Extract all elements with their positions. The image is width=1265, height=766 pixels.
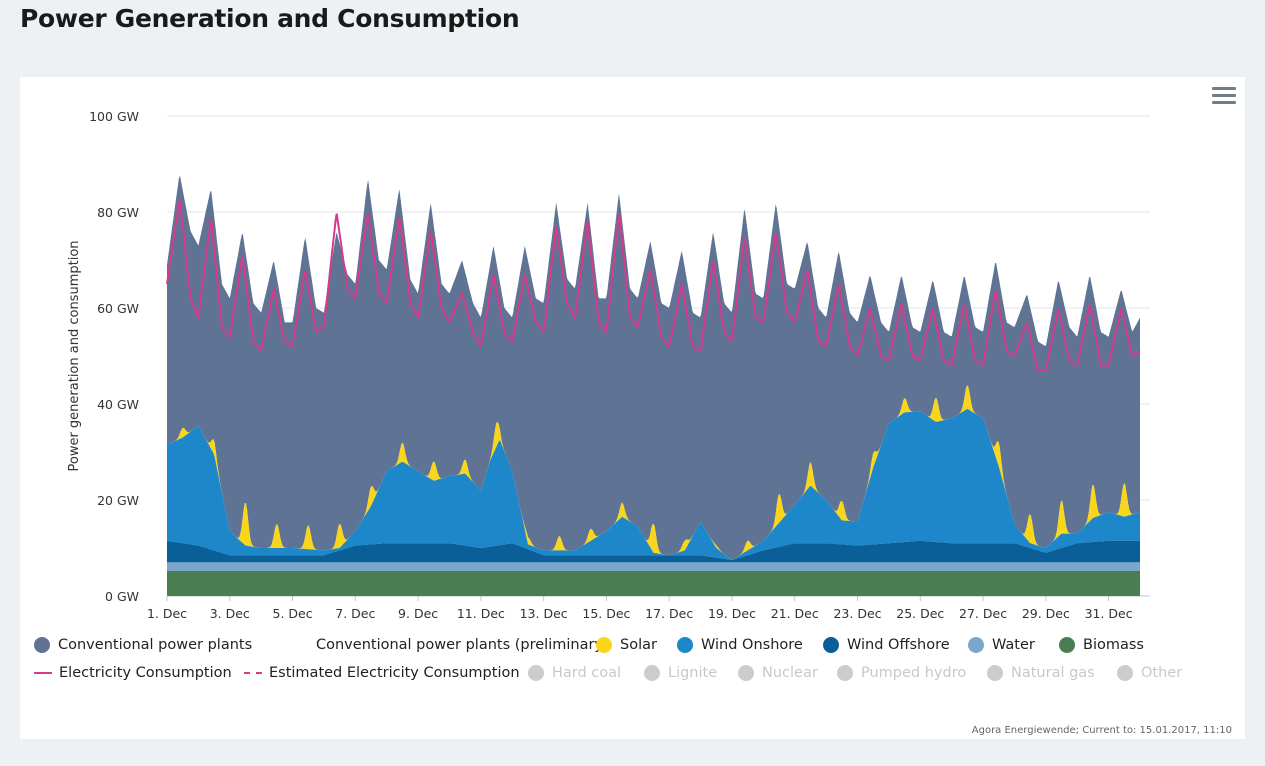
y-tick-label: 60 GW — [97, 301, 139, 316]
y-tick-label: 40 GW — [97, 397, 139, 412]
legend-label: Biomass — [1083, 637, 1144, 653]
x-tick-label: 3. Dec — [210, 606, 250, 621]
legend-label: Estimated Electricity Consumption — [269, 665, 520, 681]
legend-item-other[interactable]: Other — [1117, 665, 1182, 681]
x-tick-label: 29. Dec — [1022, 606, 1070, 621]
area-wind-onshore — [167, 409, 1140, 560]
y-tick-label: 80 GW — [97, 205, 139, 220]
y-axis-label: Power generation and consumption — [67, 240, 82, 471]
x-tick-label: 13. Dec — [520, 606, 568, 621]
x-tick-label: 15. Dec — [582, 606, 630, 621]
x-tick-label: 17. Dec — [645, 606, 693, 621]
legend-dot-icon — [677, 637, 693, 653]
x-tick-label: 21. Dec — [771, 606, 819, 621]
legend-label: Natural gas — [1011, 665, 1095, 681]
legend-item-conventional-power-plants[interactable]: Conventional power plants — [34, 637, 252, 653]
legend-item-pumped-hydro[interactable]: Pumped hydro — [837, 665, 966, 681]
legend-dot-icon — [1117, 665, 1133, 681]
area-conventional-power-plants — [167, 175, 1140, 560]
area-water — [167, 562, 1140, 571]
legend-item-estimated-electricity-consumption[interactable]: Estimated Electricity Consumption — [244, 665, 520, 681]
x-tick-label: 27. Dec — [959, 606, 1007, 621]
y-tick-label: 100 GW — [89, 109, 139, 124]
legend-dot-icon — [596, 637, 612, 653]
hamburger-menu-icon[interactable] — [1212, 87, 1236, 109]
legend-item-biomass[interactable]: Biomass — [1059, 637, 1144, 653]
legend-item-water[interactable]: Water — [968, 637, 1035, 653]
legend-label: Conventional power plants (preliminary) — [316, 637, 609, 653]
legend-label: Wind Offshore — [847, 637, 950, 653]
legend-label: Nuclear — [762, 665, 818, 681]
legend-dot-icon — [987, 665, 1003, 681]
legend-dot-icon — [823, 637, 839, 653]
legend-dot-icon — [968, 637, 984, 653]
x-tick-label: 19. Dec — [708, 606, 756, 621]
x-tick-label: 11. Dec — [457, 606, 505, 621]
legend-item-solar[interactable]: Solar — [596, 637, 657, 653]
legend-dot-icon — [738, 665, 754, 681]
legend-item-conventional-power-plants-preliminary[interactable]: Conventional power plants (preliminary) — [292, 637, 609, 653]
x-tick-label: 31. Dec — [1085, 606, 1133, 621]
legend-dashed-line-icon — [244, 672, 262, 674]
legend-label: Solar — [620, 637, 657, 653]
legend-label: Hard coal — [552, 665, 622, 681]
legend-label: Water — [992, 637, 1035, 653]
x-tick-label: 23. Dec — [833, 606, 881, 621]
legend-item-wind-offshore[interactable]: Wind Offshore — [823, 637, 950, 653]
legend-line-icon — [34, 672, 52, 674]
legend-label: Electricity Consumption — [59, 665, 232, 681]
legend-dot-icon — [34, 637, 50, 653]
x-tick-label: 5. Dec — [273, 606, 313, 621]
area-solar — [167, 385, 1140, 560]
x-tick-label: 9. Dec — [398, 606, 438, 621]
legend-row: Conventional power plants Conventional po… — [34, 637, 1234, 665]
area-biomass — [167, 571, 1140, 596]
legend-item-natural-gas[interactable]: Natural gas — [987, 665, 1095, 681]
legend-item-hard-coal[interactable]: Hard coal — [528, 665, 621, 681]
legend-label: Pumped hydro — [861, 665, 967, 681]
legend-item-lignite[interactable]: Lignite — [644, 665, 717, 681]
chart-panel: 0 GW 20 GW 40 GW 60 GW 80 GW 100 GW Power gene… — [20, 77, 1245, 739]
legend-dot-icon — [837, 665, 853, 681]
chart-legend: Conventional power plants Conventional po… — [34, 637, 1234, 693]
legend-item-nuclear[interactable]: Nuclear — [738, 665, 818, 681]
legend-dot-icon — [528, 665, 544, 681]
legend-label: Lignite — [668, 665, 718, 681]
area-wind-offshore — [167, 540, 1140, 563]
legend-dot-icon — [1059, 637, 1075, 653]
legend-item-wind-onshore[interactable]: Wind Onshore — [677, 637, 803, 653]
credits-text: Agora Energiewende; Current to: 15.01.20… — [971, 725, 1232, 736]
line-electricity-consumption — [166, 199, 1141, 372]
x-tick-label: 7. Dec — [335, 606, 375, 621]
legend-label: Wind Onshore — [701, 637, 803, 653]
legend-row: Electricity Consumption Estimated Electri… — [34, 665, 1234, 693]
legend-label: Conventional power plants — [58, 637, 253, 653]
legend-item-electricity-consumption[interactable]: Electricity Consumption — [34, 665, 232, 681]
legend-label: Other — [1141, 665, 1183, 681]
page-title: Power Generation and Consumption — [20, 4, 520, 33]
legend-dot-icon — [644, 665, 660, 681]
x-tick-label: 1. Dec — [147, 606, 187, 621]
x-tick-label: 25. Dec — [896, 606, 944, 621]
y-tick-label: 20 GW — [97, 493, 139, 508]
chart-svg[interactable]: 0 GW 20 GW 40 GW 60 GW 80 GW 100 GW Power gene… — [20, 77, 1245, 637]
y-tick-label: 0 GW — [105, 589, 139, 604]
